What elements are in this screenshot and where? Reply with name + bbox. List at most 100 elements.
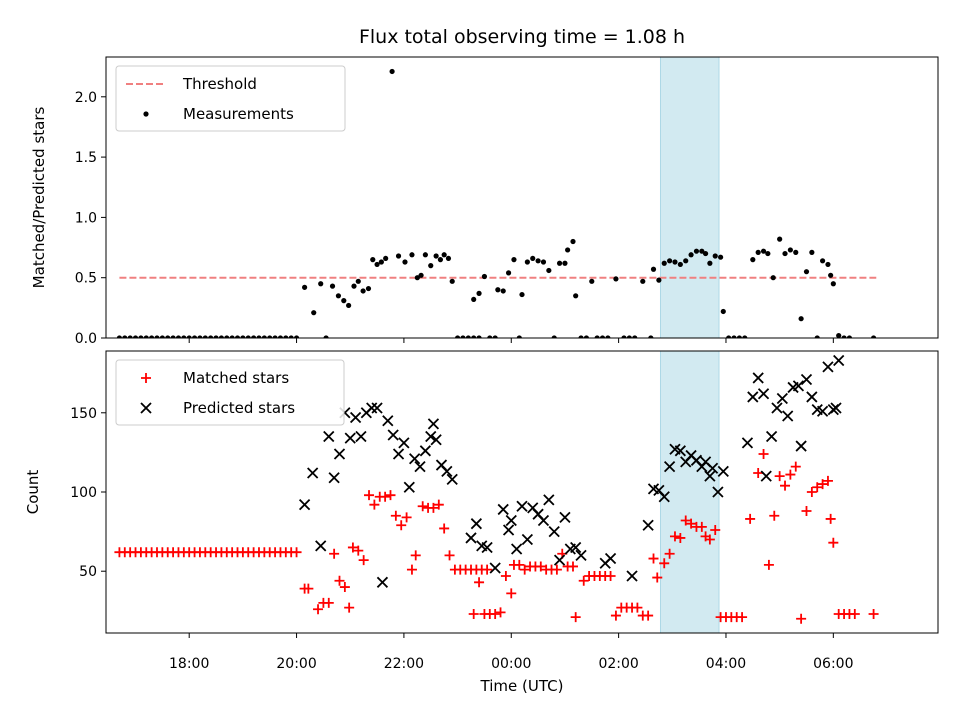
predicted-star-point	[626, 570, 638, 582]
matched-star-point	[380, 491, 391, 502]
matched-star-point	[648, 553, 659, 564]
measurement-point	[605, 335, 611, 338]
matched-star-point	[439, 523, 450, 534]
predicted-star-point	[328, 472, 340, 484]
x-tick-label: 22:00	[384, 656, 424, 672]
matched-star-point	[390, 510, 401, 521]
measurement-point	[556, 260, 563, 266]
predicted-star-point	[392, 448, 405, 460]
measurement-point	[360, 288, 366, 294]
measurement-point	[481, 273, 488, 280]
predicted-star-point	[470, 518, 483, 530]
predicted-star-point	[663, 461, 676, 473]
measurement-point	[335, 293, 342, 299]
predicted-star-point	[822, 361, 834, 373]
measurement-point	[165, 335, 171, 338]
predicted-star-point	[760, 470, 772, 482]
measurement-point	[809, 249, 815, 255]
matched-star-point	[643, 610, 654, 621]
predicted-star-point	[376, 576, 389, 588]
measurement-point	[224, 335, 230, 338]
matched-star-point	[482, 564, 493, 575]
measurement-point	[170, 335, 176, 338]
predicted-star-point	[712, 486, 724, 498]
measurement-point	[589, 278, 595, 284]
measurement-point	[186, 335, 192, 338]
measurement-point	[181, 335, 187, 338]
predicted-star-point	[717, 465, 729, 478]
measurement-point	[245, 335, 251, 338]
predicted-star-point	[757, 388, 770, 400]
measurement-point	[487, 335, 493, 338]
matched-star-point	[578, 575, 589, 586]
bottom-series-predicted-stars	[298, 354, 845, 588]
predicted-star-point	[741, 437, 754, 449]
measurement-point	[175, 335, 182, 338]
matched-star-point	[313, 604, 324, 615]
predicted-star-point	[747, 391, 759, 403]
matched-star-point	[291, 547, 302, 558]
measurement-point	[672, 259, 678, 265]
measurement-point	[731, 335, 737, 338]
measurement-point	[718, 254, 724, 260]
measurement-point	[365, 285, 372, 292]
legend-box	[115, 65, 346, 132]
matched-star-point	[468, 608, 479, 619]
measurement-point	[272, 335, 278, 338]
measurement-point	[240, 335, 246, 338]
matched-star-point	[763, 559, 774, 570]
measurement-point	[495, 287, 501, 293]
predicted-star-point	[344, 432, 356, 444]
measurement-point	[428, 263, 434, 269]
predicted-star-point	[771, 402, 783, 414]
matched-star-point	[358, 555, 369, 566]
measurement-point	[323, 335, 329, 338]
measurement-point	[500, 288, 506, 294]
predicted-star-point	[427, 418, 440, 430]
measurement-point	[409, 252, 415, 258]
measurement-point	[736, 335, 742, 338]
measurement-point	[702, 250, 709, 257]
predicted-star-point	[604, 552, 617, 565]
legend-entry-label: Matched stars	[183, 369, 289, 387]
measurement-point	[476, 335, 482, 338]
matched-star-point	[610, 610, 621, 621]
matched-star-point	[428, 502, 439, 513]
matched-star-point	[774, 471, 785, 482]
matched-star-point	[417, 501, 428, 512]
measurement-point	[516, 335, 522, 338]
measurement-point	[213, 335, 219, 338]
bottom-y-tick-label: 150	[70, 406, 97, 422]
measurement-point	[750, 257, 756, 263]
matched-star-point	[801, 506, 812, 517]
matched-star-point	[570, 612, 581, 623]
measurement-point	[626, 335, 632, 338]
measurement-point	[329, 283, 336, 289]
measurement-point	[460, 335, 466, 338]
predicted-star-point	[430, 434, 442, 446]
predicted-star-point	[366, 402, 378, 414]
legend-predicted-swatch	[140, 402, 152, 414]
measurement-point	[546, 267, 552, 274]
predicted-star-point	[543, 494, 555, 506]
top-panel: 0.0 0.5 1.0 1.5 2.0 Matched/Predicted stars Th…	[30, 56, 939, 347]
measurement-point	[154, 335, 160, 338]
predicted-star-point	[355, 430, 367, 443]
matched-star-point	[822, 475, 833, 486]
matched-star-point	[796, 613, 807, 624]
measurement-point	[613, 276, 619, 282]
measurement-point	[511, 257, 517, 263]
predicted-star-point	[806, 391, 818, 403]
measurement-point	[712, 253, 718, 259]
measurement-point	[229, 335, 235, 338]
matched-star-point	[780, 480, 791, 491]
measurement-point	[422, 252, 428, 258]
measurement-point	[437, 257, 444, 263]
measurement-point	[208, 335, 214, 338]
matched-star-point	[433, 499, 444, 510]
measurement-point	[283, 335, 289, 338]
predicted-star-point	[465, 532, 477, 544]
measurement-point	[519, 291, 525, 298]
matched-star-point	[825, 513, 836, 524]
measurement-point	[726, 335, 732, 338]
